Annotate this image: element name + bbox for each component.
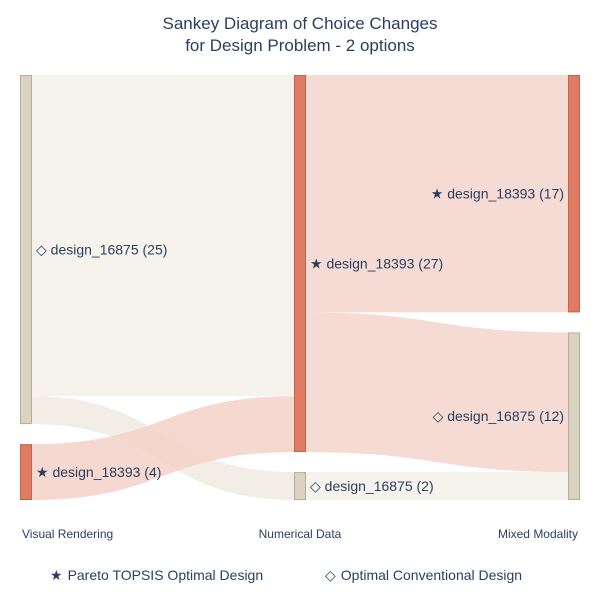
node-nd-16875	[294, 472, 306, 501]
node-mm-18393	[568, 75, 580, 313]
stage-label-numerical-data: Numerical Data	[259, 527, 342, 541]
stage-labels-layer: Visual Rendering Numerical Data Mixed Moda…	[22, 527, 578, 541]
node-label-nd-18393: ★ design_18393 (27)	[310, 256, 443, 272]
chart-title: Sankey Diagram of Choice Changes for Des…	[163, 14, 438, 55]
legend-item-1: ◇ Optimal Conventional Design	[325, 567, 522, 583]
diamond-icon: ◇	[325, 567, 336, 583]
legend: ★ Pareto TOPSIS Optimal Design ◇ Optimal Co…	[50, 567, 522, 583]
node-label-mm-18393: ★ design_18393 (17)	[431, 186, 564, 202]
legend-label-0: Pareto TOPSIS Optimal Design	[68, 567, 264, 583]
chart-title-line-1: Sankey Diagram of Choice Changes	[163, 14, 438, 33]
node-vr-16875	[20, 75, 32, 425]
node-nd-18393	[294, 75, 306, 453]
legend-label-1: Optimal Conventional Design	[341, 567, 522, 583]
node-vr-18393	[20, 444, 32, 501]
link-vr-18393-to-nd-18393	[32, 396, 294, 500]
star-icon: ★	[50, 567, 63, 583]
link-vr-16875-to-nd-18393	[32, 75, 294, 397]
link-nd-16875-to-mm-16875	[306, 472, 568, 500]
stage-label-visual-rendering: Visual Rendering	[22, 527, 113, 541]
link-nd-18393-to-mm-18393	[306, 75, 568, 313]
node-labels-layer: ◇ design_16875 (25) ★ design_18393 (4) ★ d…	[36, 186, 564, 494]
nodes-layer	[20, 75, 580, 501]
node-mm-16875	[568, 332, 580, 500]
links-layer	[32, 75, 568, 500]
legend-item-0: ★ Pareto TOPSIS Optimal Design	[50, 567, 263, 583]
link-nd-18393-to-mm-16875	[306, 312, 568, 473]
node-label-mm-16875: ◇ design_16875 (12)	[433, 408, 564, 424]
node-label-nd-16875: ◇ design_16875 (2)	[310, 478, 434, 494]
chart-title-line-2: for Design Problem - 2 options	[185, 36, 415, 55]
node-label-vr-18393: ★ design_18393 (4)	[36, 464, 161, 480]
stage-label-mixed-modality: Mixed Modality	[498, 527, 578, 541]
node-label-vr-16875: ◇ design_16875 (25)	[36, 242, 167, 258]
